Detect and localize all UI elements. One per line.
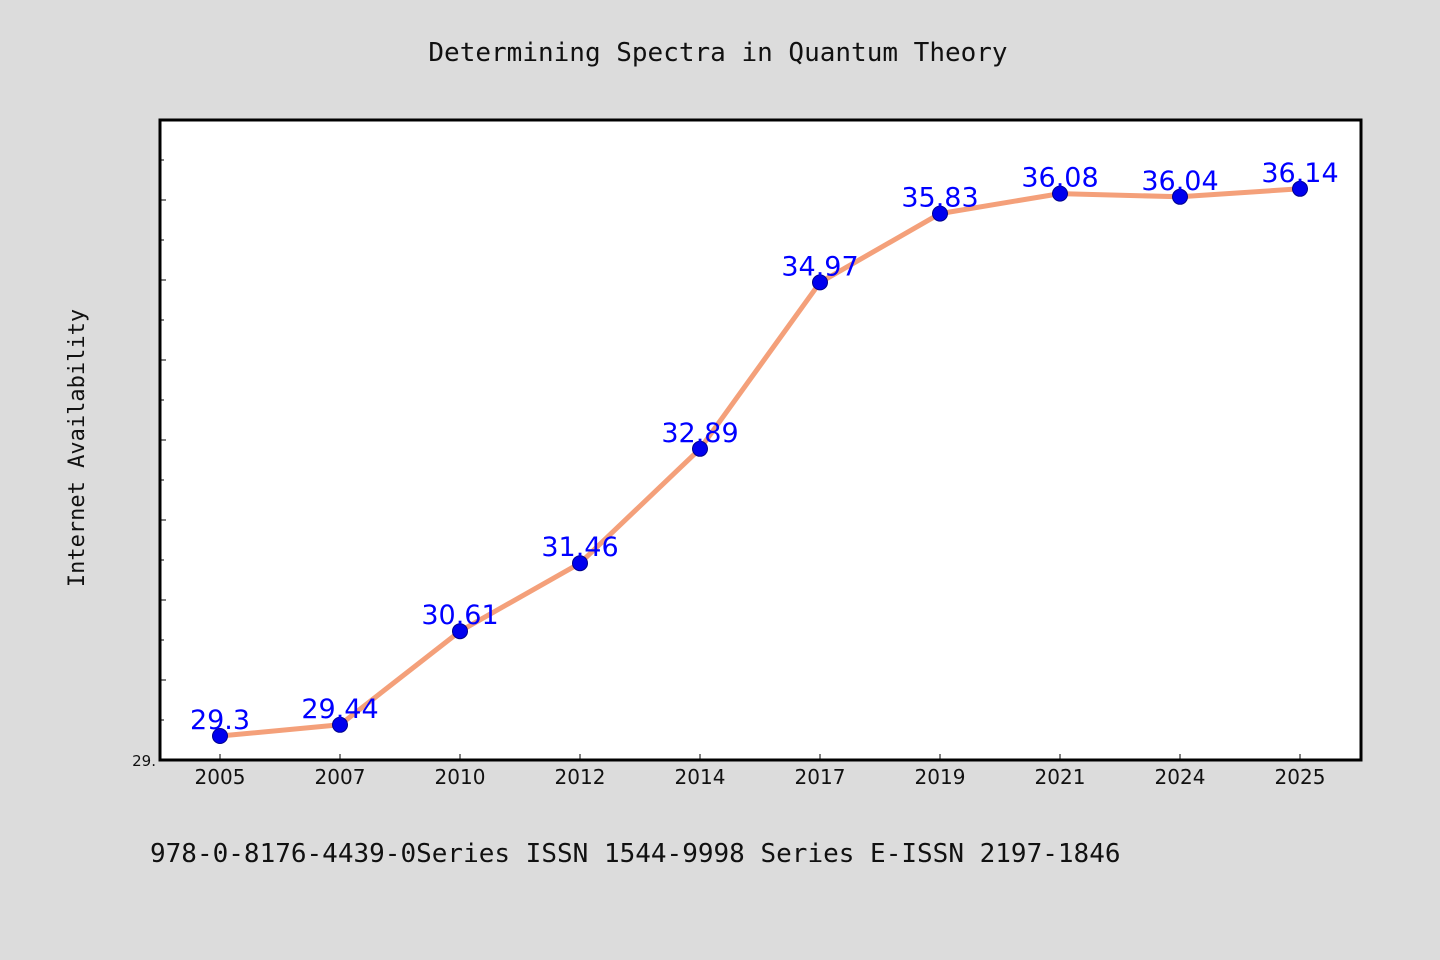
data-point-marker (932, 205, 948, 222)
x-tick-label: 2007 (315, 765, 366, 789)
data-point-marker (1292, 180, 1308, 197)
x-tick-label: 2019 (915, 765, 966, 789)
footer-isbn-issn-text: 978-0-8176-4439-0Series ISSN 1544-9998 S… (150, 839, 1121, 869)
data-label: 36.04 (1141, 166, 1218, 197)
data-point-marker (572, 555, 588, 572)
data-label: 29.3 (190, 705, 250, 736)
data-point-marker (692, 440, 708, 457)
x-tick-label: 2017 (795, 765, 846, 789)
data-point-marker (452, 623, 468, 640)
x-tick-label: 2014 (675, 765, 726, 789)
y-axis-label: Internet Availability (65, 309, 90, 587)
x-tick-label: 2012 (555, 765, 606, 789)
data-label: 31.46 (541, 532, 618, 563)
data-point-marker (332, 716, 348, 733)
data-label: 30.61 (421, 600, 498, 631)
series-line (217, 186, 1303, 739)
data-label: 36.14 (1261, 158, 1338, 189)
plot-area (158, 118, 1363, 762)
data-point-marker (1052, 185, 1068, 202)
data-label: 32.89 (661, 418, 738, 449)
data-label: 29.44 (301, 694, 378, 725)
x-tick-label: 2005 (195, 765, 246, 789)
chart-title: Determining Spectra in Quantum Theory (428, 38, 1007, 68)
x-tick-label: 2025 (1275, 765, 1326, 789)
x-tick-label: 2010 (435, 765, 486, 789)
x-tick-label: 2024 (1155, 765, 1206, 789)
data-point-marker (1172, 188, 1188, 205)
data-label: 34.97 (781, 251, 858, 282)
x-tick-label: 2021 (1035, 765, 1086, 789)
data-point-marker (812, 274, 828, 291)
data-label: 35.83 (901, 183, 978, 214)
data-point-marker (212, 728, 228, 744)
y-tick-label: 29. (132, 752, 156, 770)
data-label: 36.08 (1021, 163, 1098, 194)
